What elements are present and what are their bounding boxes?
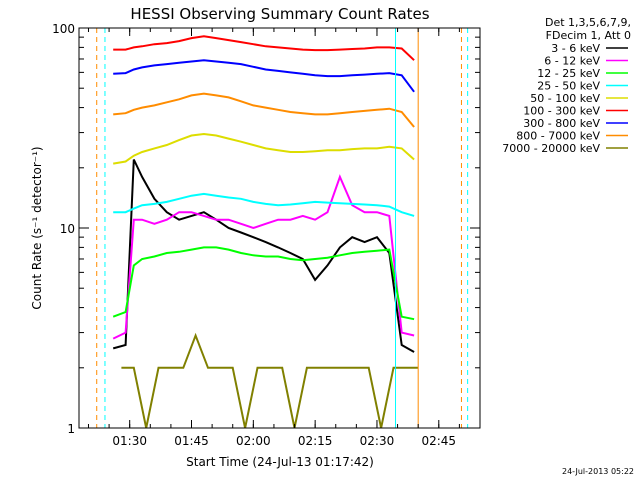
x-tick-label-0130: 01:30 [112, 434, 147, 448]
x-tick-label-0145: 01:45 [174, 434, 209, 448]
series-line-25-50-kev [113, 192, 415, 217]
legend-label-800-7000-kev: 800 - 7000 keV [516, 130, 600, 143]
series-lines [112, 35, 419, 429]
y-tick-label-1: 1 [67, 422, 75, 436]
y-axis-label: Count Rate (s⁻¹ detector⁻¹) [30, 146, 44, 309]
y-tick-label-100: 100 [52, 22, 75, 36]
series-line-7000-20000-kev [121, 332, 419, 429]
series-line-3-6-kev [112, 159, 415, 353]
time-markers [96, 28, 469, 428]
series-line-50-100-kev [113, 132, 415, 165]
legend-label-12-25-kev: 12 - 25 keV [537, 67, 600, 80]
x-tick-label-0230: 02:30 [360, 434, 395, 448]
legend-label-7000-20000-kev: 7000 - 20000 keV [502, 142, 600, 155]
legend-label-6-12-kev: 6 - 12 keV [544, 55, 600, 68]
x-tick-label-0200: 02:00 [236, 434, 271, 448]
legend: Det 1,3,5,6,7,9, FDecim 1, Att 0 3 - 6 k… [502, 16, 631, 155]
legend-header-line-2: FDecim 1, Att 0 [546, 29, 631, 42]
legend-label-25-50-kev: 25 - 50 keV [537, 80, 600, 93]
x-tick-label-0215: 02:15 [298, 434, 333, 448]
legend-label-3-6-kev: 3 - 6 keV [551, 42, 600, 55]
axis-ticks: 01:30 01:45 02:00 02:15 02:30 02:45 1 10 100 [52, 22, 480, 448]
series-line-6-12-kev [112, 174, 415, 340]
x-tick-label-0245: 02:45 [421, 434, 456, 448]
series-line-300-800-kev [113, 59, 415, 93]
x-axis-label: Start Time (24-Jul-13 01:17:42) [186, 455, 374, 469]
series-line-12-25-kev [112, 246, 415, 321]
chart-title: HESSI Observing Summary Count Rates [130, 5, 429, 23]
legend-header-line-1: Det 1,3,5,6,7,9, [545, 16, 631, 29]
series-line-800-7000-kev [113, 92, 415, 128]
y-tick-label-10: 10 [60, 222, 75, 236]
series-line-100-300-kev [113, 35, 415, 61]
legend-label-100-300-kev: 100 - 300 keV [523, 105, 600, 118]
legend-label-50-100-kev: 50 - 100 keV [530, 92, 600, 105]
legend-label-300-800-kev: 300 - 800 keV [523, 117, 600, 130]
timestamp: 24-Jul-2013 05:22 [562, 467, 634, 476]
